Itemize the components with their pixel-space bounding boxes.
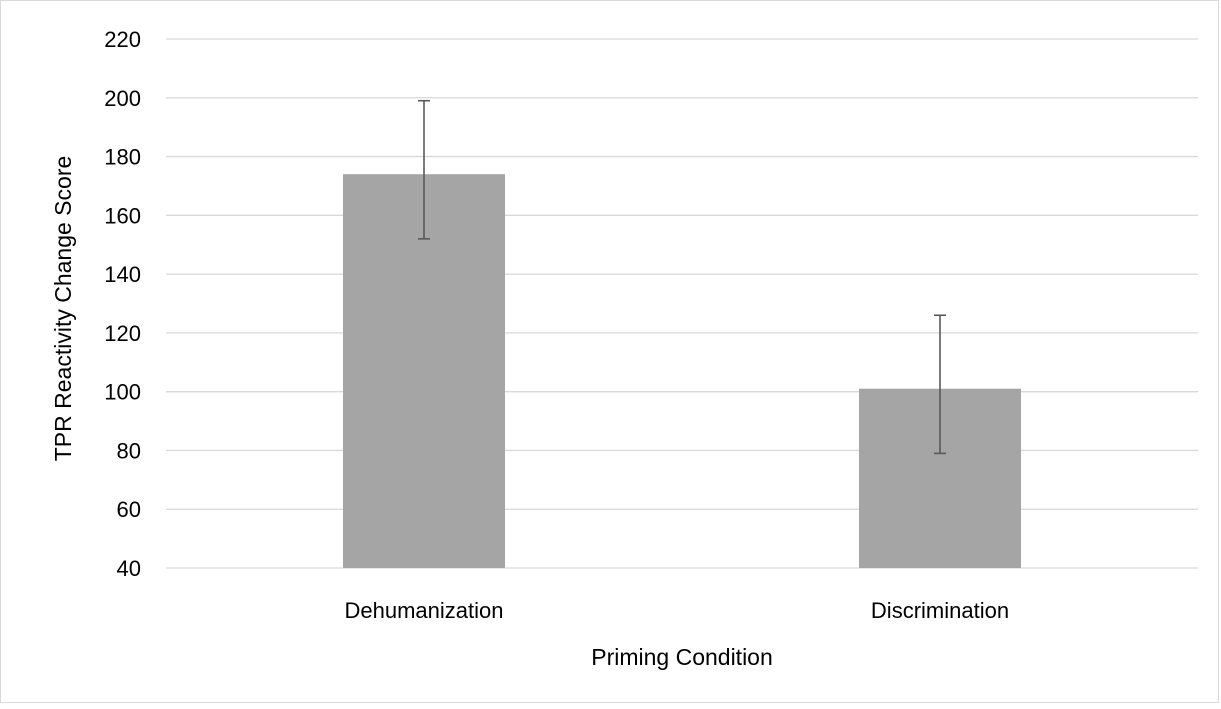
y-tick-label: 140 [104, 262, 141, 287]
x-category-label: Dehumanization [345, 598, 504, 623]
error-bar-discrimination [934, 314, 946, 455]
x-category-label: Discrimination [871, 598, 1009, 623]
y-tick-label: 60 [117, 497, 141, 522]
error-bar-dehumanization [418, 99, 430, 240]
y-tick-label: 180 [104, 145, 141, 170]
x-axis-category-labels: Dehumanization Discrimination [345, 598, 1010, 623]
y-tick-label: 160 [104, 203, 141, 228]
error-bars [418, 99, 946, 455]
y-axis-title: TPR Reactivity Change Score [50, 156, 76, 462]
y-tick-label: 100 [104, 380, 141, 405]
bar-dehumanization [343, 174, 505, 568]
y-tick-label: 200 [104, 86, 141, 111]
y-tick-label: 80 [117, 438, 141, 463]
y-tick-label: 220 [104, 27, 141, 52]
y-tick-label: 40 [117, 556, 141, 581]
gridlines [166, 38, 1198, 569]
y-tick-label: 120 [104, 321, 141, 346]
x-axis-title: Priming Condition [591, 644, 773, 670]
bars [343, 174, 1021, 568]
y-axis-tick-labels: 40 60 80 100 120 140 160 180 200 220 [104, 27, 141, 581]
